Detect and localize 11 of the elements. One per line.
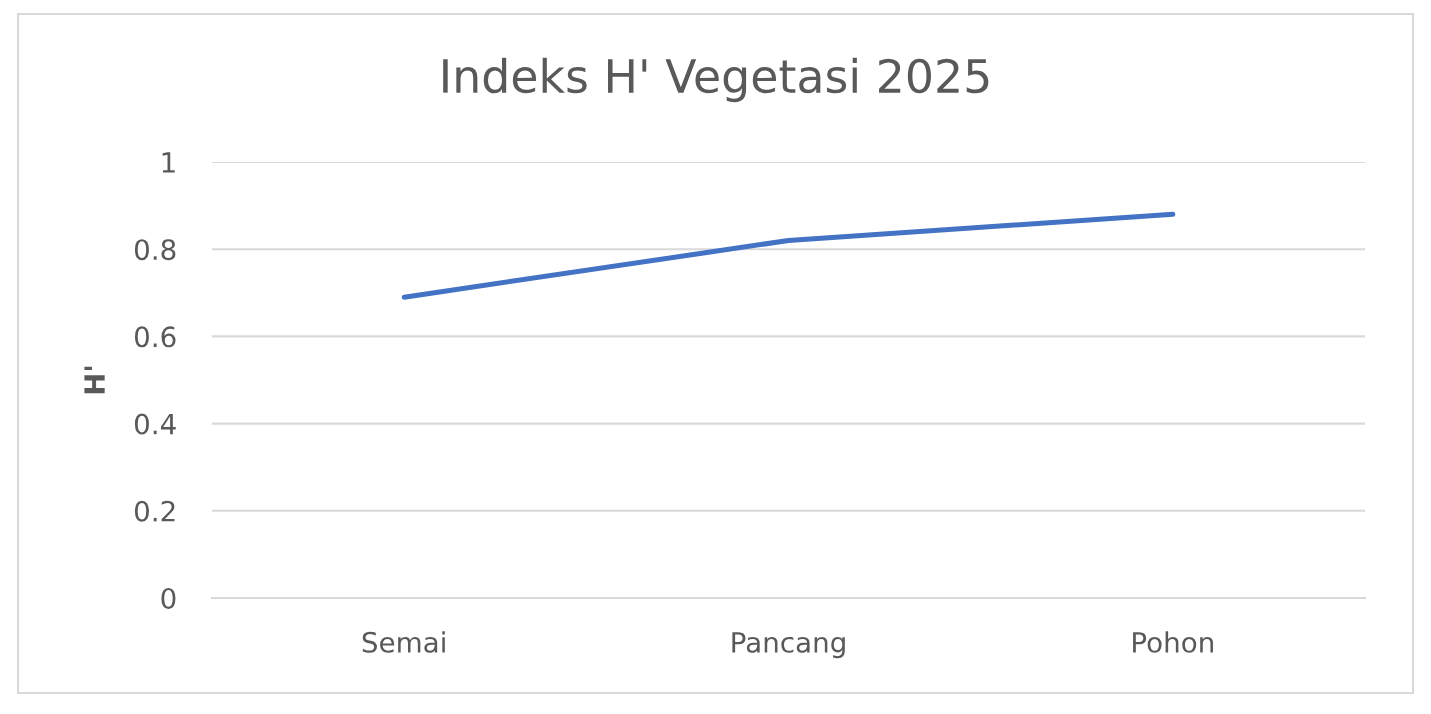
y-tick-label: 0.6 bbox=[134, 326, 176, 348]
x-tick-label: Pohon bbox=[1133, 631, 1213, 653]
x-tick-label: Semai bbox=[362, 631, 445, 653]
y-tick-label: 0.4 bbox=[134, 413, 176, 435]
y-axis-title: H' bbox=[84, 366, 105, 394]
y-tick-label: 0 bbox=[161, 587, 176, 609]
y-tick-label: 0.8 bbox=[134, 239, 176, 261]
chart-title: Indeks H' Vegetasi 2025 bbox=[443, 57, 989, 103]
x-tick-label: Pancang bbox=[732, 632, 845, 659]
y-tick-label: 0.2 bbox=[134, 500, 175, 522]
y-tick-label: 1 bbox=[162, 152, 175, 173]
